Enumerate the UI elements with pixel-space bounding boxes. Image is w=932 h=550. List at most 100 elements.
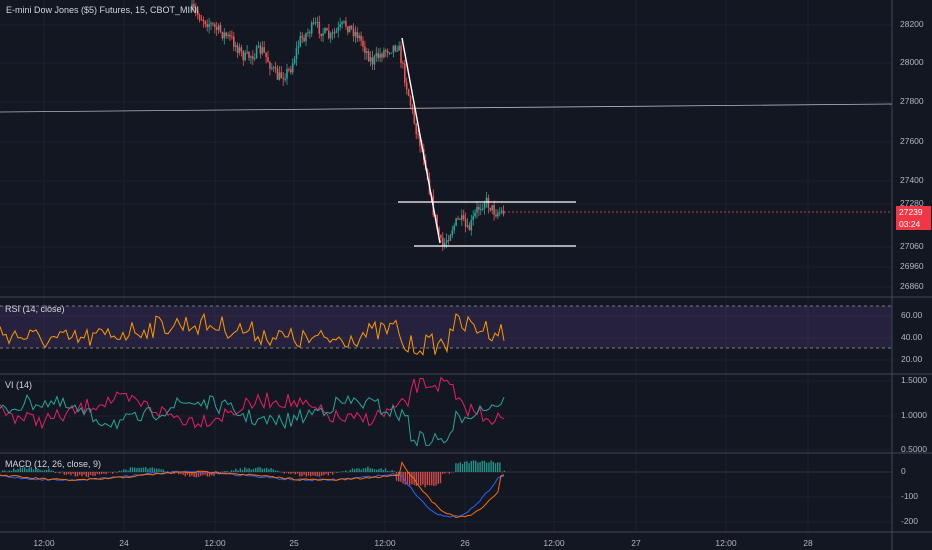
candle-body xyxy=(297,46,300,49)
candle-body xyxy=(493,204,495,215)
macd-histogram-bar xyxy=(70,472,72,476)
macd-histogram-bar xyxy=(237,470,239,472)
macd-histogram-bar xyxy=(321,472,323,476)
macd-histogram-bar xyxy=(189,472,191,477)
candle-body xyxy=(244,52,246,61)
macd-histogram-bar xyxy=(46,469,48,472)
candle-body xyxy=(267,57,269,63)
time-tick-label: 12:00 xyxy=(715,538,737,548)
candle-body xyxy=(326,28,328,31)
macd-histogram-bar xyxy=(129,467,131,472)
macd-histogram-bar xyxy=(59,472,61,474)
candle-body xyxy=(198,14,201,20)
macd-histogram-bar xyxy=(213,472,215,476)
symbol-title[interactable]: E-mini Dow Jones ($5) Futures, 15, CBOT_… xyxy=(6,5,200,15)
macd-histogram-bar xyxy=(431,472,433,486)
macd-histogram-bar xyxy=(257,467,259,472)
candle-body xyxy=(309,32,311,34)
candle-body xyxy=(295,48,298,59)
macd-histogram-bar xyxy=(360,469,362,472)
macd-title[interactable]: MACD (12, 26, close, 9) xyxy=(5,459,102,469)
macd-histogram-bar xyxy=(138,467,140,472)
macd-histogram-bar xyxy=(204,472,206,475)
candle-body xyxy=(291,63,294,73)
macd-histogram-bar xyxy=(109,472,112,473)
candle-body xyxy=(409,96,412,106)
macd-histogram-bar xyxy=(125,469,127,472)
candle-body xyxy=(411,105,414,110)
macd-histogram-bar xyxy=(466,461,468,472)
macd-histogram-bar xyxy=(83,472,85,475)
macd-histogram-bar xyxy=(248,468,250,472)
candle-body xyxy=(480,209,482,211)
macd-histogram-bar xyxy=(290,472,292,474)
macd-histogram-bar xyxy=(327,472,329,476)
candle-body xyxy=(461,215,463,220)
candle-body xyxy=(457,218,459,220)
macd-histogram-bar xyxy=(54,472,57,474)
macd-histogram-bar xyxy=(501,471,503,473)
macd-histogram-bar xyxy=(202,472,204,476)
macd-histogram-bar xyxy=(272,469,274,472)
candle-body xyxy=(442,237,444,247)
price-tick-label: 26960 xyxy=(900,261,924,271)
candle-body xyxy=(487,197,490,208)
macd-histogram-bar xyxy=(393,471,395,472)
macd-histogram-bar xyxy=(8,470,10,472)
time-tick-label: 26 xyxy=(460,538,470,548)
macd-histogram-bar xyxy=(250,469,252,472)
macd-histogram-bar xyxy=(461,463,464,472)
rsi-tick-label: 20.00 xyxy=(901,354,923,364)
candle-body xyxy=(497,212,499,217)
macd-histogram-bar xyxy=(367,466,369,472)
rsi-band xyxy=(0,306,892,348)
price-tick-label: 27060 xyxy=(900,241,924,251)
rsi-title[interactable]: RSI (14, close) xyxy=(5,304,65,314)
macd-histogram-bar xyxy=(338,471,340,473)
macd-histogram-bar xyxy=(4,470,6,472)
candle-body xyxy=(470,220,473,231)
macd-histogram-bar xyxy=(450,472,453,473)
price-tick-label: 27400 xyxy=(900,175,924,185)
macd-histogram-bar xyxy=(310,472,312,477)
macd-histogram-bar xyxy=(347,471,349,473)
macd-histogram-bar xyxy=(103,472,105,474)
macd-histogram-bar xyxy=(499,462,501,472)
horizontal-ray-line xyxy=(0,103,893,113)
candle-body xyxy=(386,50,389,53)
candle-body xyxy=(234,45,237,47)
candle-body xyxy=(265,52,267,58)
trendline-drawings[interactable] xyxy=(0,37,893,247)
macd-histogram-bar xyxy=(50,470,52,472)
macd-histogram-bar xyxy=(255,467,257,472)
candle-body xyxy=(373,56,376,65)
macd-histogram-bar xyxy=(6,471,8,472)
candle-body xyxy=(229,34,231,37)
candle-body xyxy=(271,67,273,69)
macd-histogram-bar xyxy=(266,467,268,472)
candle-body xyxy=(436,215,438,228)
macd-histogram-bar xyxy=(428,472,431,486)
candle-body xyxy=(362,40,364,47)
macd-histogram-bar xyxy=(68,472,70,474)
grid-lines xyxy=(0,0,892,532)
macd-histogram-bar xyxy=(98,472,101,475)
candle-body xyxy=(303,37,305,42)
vi-title[interactable]: VI (14) xyxy=(5,380,33,390)
macd-histogram-bar xyxy=(373,469,376,472)
candle-body xyxy=(305,33,307,42)
macd-histogram-bar xyxy=(85,472,87,477)
candle-body xyxy=(276,68,279,80)
macd-histogram-bar xyxy=(479,462,481,472)
macd-histogram-bar xyxy=(173,472,175,474)
candle-body xyxy=(371,57,374,65)
macd-histogram-bar xyxy=(301,472,303,477)
candle-body xyxy=(394,45,397,51)
macd-histogram-bar xyxy=(180,472,182,475)
macd-histogram-bar xyxy=(35,467,37,472)
macd-histogram-bar xyxy=(142,467,145,472)
macd-histogram-bar xyxy=(219,472,222,474)
macd-histogram-bar xyxy=(206,472,208,477)
